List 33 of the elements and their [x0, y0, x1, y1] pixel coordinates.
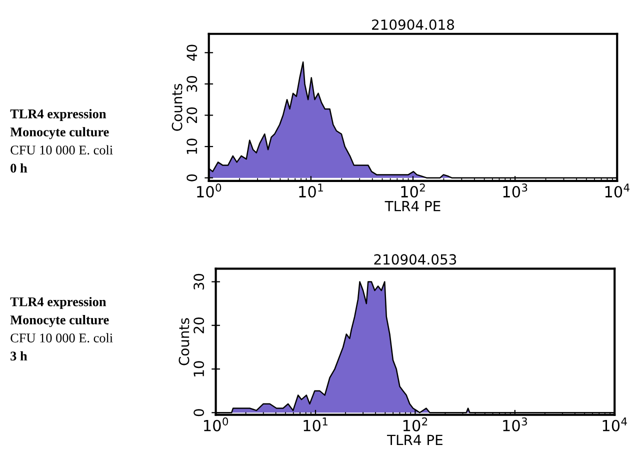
x-tick-label: 10$^{2}$	[401, 184, 425, 198]
x-axis-title: TLR4 PE	[384, 201, 440, 212]
text: TLR4 expression	[10, 296, 106, 309]
y-tick-label: 10	[194, 361, 204, 376]
y-tick-label: 30	[186, 76, 198, 92]
y-tick-label: 40	[186, 44, 198, 61]
text: Monocyte culture	[10, 127, 109, 140]
x-tick-label: 10$^{0}$	[197, 184, 222, 198]
x-tick-label: 10$^{2}$	[403, 417, 428, 432]
text: CFU 10 000 E. coli	[10, 333, 113, 342]
x-tick-label: 10$^{3}$	[503, 184, 528, 198]
text: 0 h	[10, 163, 28, 173]
text: TLR4 expression	[10, 109, 106, 122]
y-tick-label: 20	[194, 317, 204, 334]
chart-title: 210904.053	[374, 254, 456, 265]
y-tick-label: 0	[194, 409, 204, 416]
x-tick-label: 10$^{1}$	[299, 184, 323, 198]
text: CFU 10 000 E. coli	[10, 145, 113, 155]
x-tick-label: 10$^{1}$	[304, 418, 328, 432]
x-axis-title: TLR4 PE	[387, 434, 442, 446]
y-axis-title: Counts	[172, 84, 182, 131]
x-tick-label: 10$^{3}$	[503, 417, 527, 432]
text: Monocyte culture	[10, 315, 109, 328]
y-tick-label: 0	[186, 174, 198, 182]
x-tick-label: 10$^{4}$	[602, 418, 627, 432]
chart-title: 210904.018	[372, 19, 454, 30]
text: 3 h	[10, 351, 28, 361]
y-tick-label: 30	[194, 274, 204, 290]
y-tick-label: 20	[186, 107, 198, 124]
y-tick-label: 10	[186, 138, 198, 154]
x-tick-label: 10$^{4}$	[605, 184, 630, 198]
x-tick-label: 10$^{0}$	[204, 417, 228, 432]
y-axis-title: Counts	[178, 318, 190, 366]
